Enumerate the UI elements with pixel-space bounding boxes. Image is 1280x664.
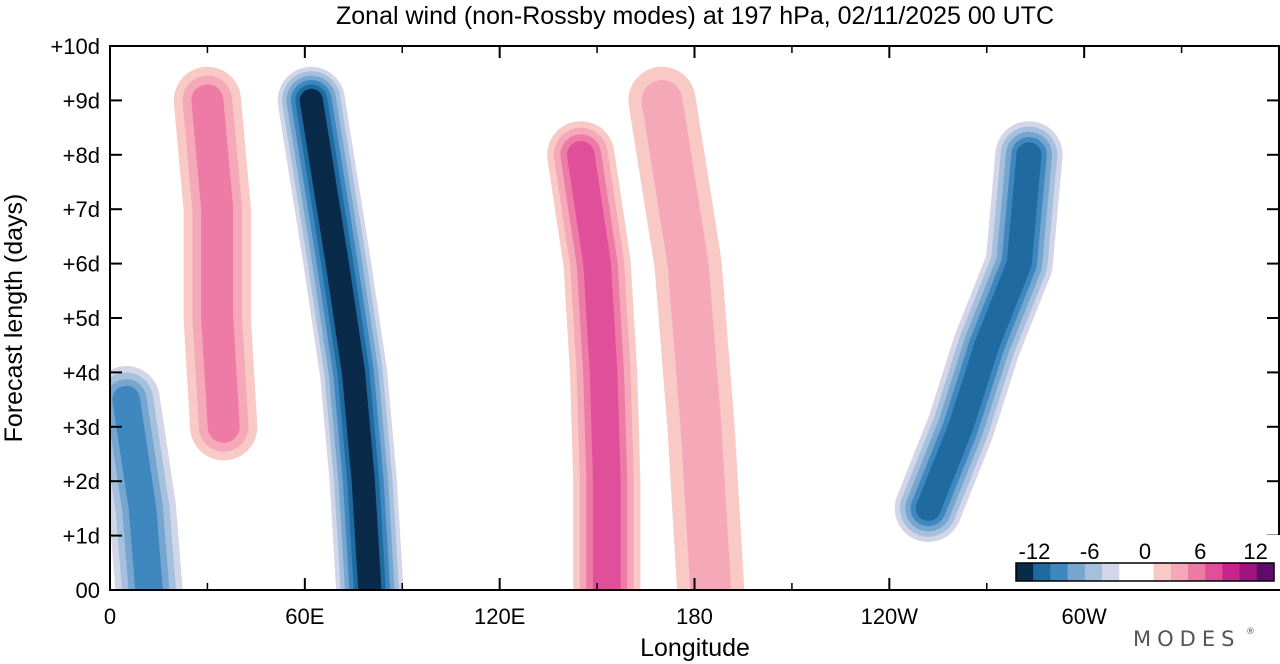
brand-name: MODES (1133, 627, 1240, 651)
y-tick-label-4: +4d (63, 360, 100, 385)
wind-field (110, 66, 1063, 590)
x-axis: 0 60E 120E 180 120W 60W (104, 46, 1183, 629)
x-tick-label-2: 120E (474, 604, 525, 629)
y-axis: 00 +1d +2d +3d +4d +5d +6d +7d +8d +9d +10d (50, 34, 1279, 603)
x-tick-label-1: 60E (285, 604, 324, 629)
anomaly-band-1 (110, 366, 183, 590)
plot-area (109, 45, 1280, 591)
colorbar-swatch-9 (1170, 563, 1189, 581)
anomaly-contour-4-4 (915, 142, 1042, 521)
colorbar-swatch-7 (1136, 563, 1155, 581)
colorbar-swatch-8 (1153, 563, 1172, 581)
x-tick-label-0: 0 (104, 604, 116, 629)
y-tick-label-1: +1d (63, 524, 100, 549)
colorbar-swatch-0 (1016, 563, 1034, 581)
anomaly-band-2 (547, 121, 641, 590)
y-tick-label-5: +5d (63, 306, 100, 331)
colorbar-swatch-12 (1222, 563, 1241, 581)
anomaly-contour-2-3 (566, 141, 621, 590)
x-axis-title: Longitude (640, 634, 750, 662)
colorbar-swatch-4 (1084, 563, 1103, 581)
y-tick-label-3: +3d (63, 415, 100, 440)
chart-title: Zonal wind (non-Rossby modes) at 197 hPa… (336, 2, 1054, 30)
colorbar-swatch-3 (1067, 563, 1086, 581)
colorbar-swatch-14 (1256, 563, 1275, 581)
anomaly-contour-0-5 (299, 88, 382, 590)
colorbar-swatch-1 (1033, 563, 1051, 581)
y-tick-label-2: +2d (63, 469, 100, 494)
colorbar-swatch-2 (1050, 563, 1069, 581)
colorbar-label-3: 6 (1194, 539, 1206, 564)
anomaly-band-4 (894, 121, 1063, 542)
y-tick-label-6: +6d (63, 252, 100, 277)
colorbar: -12 -6 0 6 12 (1010, 535, 1280, 589)
colorbar-frame (1015, 562, 1275, 582)
anomaly-band-0 (277, 66, 404, 590)
colorbar-swatch-13 (1239, 563, 1258, 581)
x-tick-label-3: 180 (676, 604, 713, 629)
y-tick-label-9: +9d (63, 88, 100, 113)
colorbar-label-4: 12 (1243, 539, 1267, 564)
colorbar-label-0: -12 (1019, 539, 1051, 564)
colorbar-swatch-10 (1188, 563, 1206, 581)
anomaly-contour-3-1 (641, 80, 732, 590)
colorbar-label-1: -6 (1080, 539, 1100, 564)
colorbar-label-2: 0 (1139, 539, 1151, 564)
colorbar-swatch-11 (1205, 563, 1223, 581)
y-tick-label-0: 00 (76, 578, 100, 603)
x-tick-label-4: 120W (861, 604, 919, 629)
y-axis-title: Forecast length (days) (0, 194, 28, 443)
x-tick-label-5: 60W (1062, 604, 1107, 629)
colorbar-swatch-6 (1119, 563, 1137, 581)
y-tick-label-8: +8d (63, 143, 100, 168)
y-tick-label-10: +10d (50, 34, 100, 59)
brand-logo: MODES ® (1133, 627, 1255, 651)
anomaly-band-5 (173, 66, 258, 461)
y-tick-label-7: +7d (63, 197, 100, 222)
brand-mark: ® (1246, 627, 1255, 637)
anomaly-contour-5-2 (191, 84, 240, 443)
anomaly-band-3 (628, 66, 745, 590)
colorbar-swatch-5 (1102, 563, 1120, 581)
anomaly-contour-1-3 (112, 385, 163, 590)
